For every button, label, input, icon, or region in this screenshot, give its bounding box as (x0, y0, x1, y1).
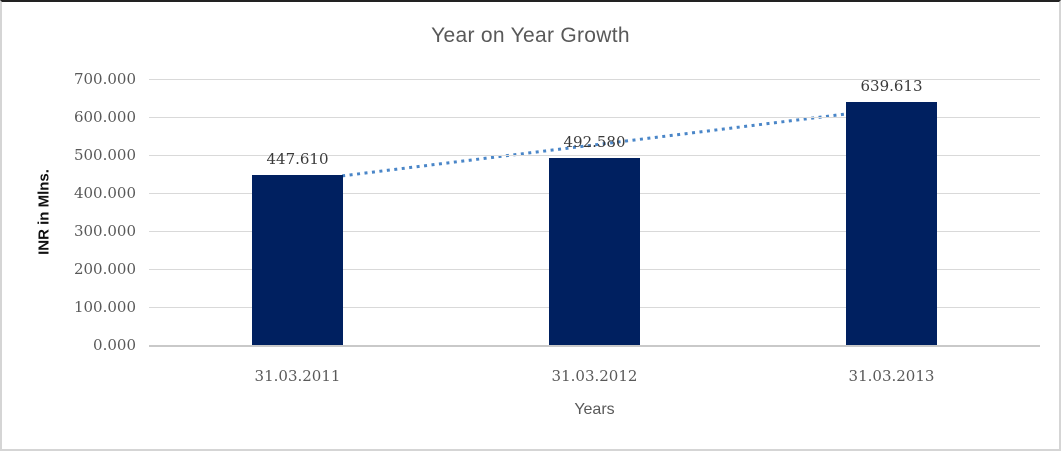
y-tick-label: 100.000 (73, 298, 136, 316)
bar (549, 157, 640, 345)
plot-area: 0.000 100.000 200.000 300.000 400.000 500.000… (74, 71, 1040, 385)
trendline (297, 106, 892, 183)
y-tick-label: 0.000 (93, 336, 136, 354)
bar (846, 101, 937, 345)
y-tick-label: 400.000 (73, 184, 136, 202)
x-tick-label: 31.03.2012 (551, 367, 638, 385)
y-tick-label: 300.000 (73, 222, 136, 240)
y-tick-label: 200.000 (73, 260, 136, 278)
x-tick-label: 31.03.2013 (848, 367, 935, 385)
gridline (149, 78, 1040, 80)
gridline (149, 154, 1040, 156)
x-tick-label: 31.03.2011 (254, 367, 341, 385)
y-axis-title: INR in Mlns. (35, 169, 53, 255)
x-axis-title: Years (574, 401, 615, 418)
bar-value-label: 492.580 (563, 132, 626, 151)
gridline (149, 116, 1040, 118)
bar-value-label: 639.613 (860, 76, 923, 95)
y-tick-label: 600.000 (73, 108, 136, 126)
chart-title: Year on Year Growth (431, 24, 630, 47)
y-tick-label: 700.000 (73, 70, 136, 88)
bar-value-label: 447.610 (266, 149, 329, 168)
y-tick-label: 500.000 (73, 146, 136, 164)
bar (252, 174, 343, 345)
